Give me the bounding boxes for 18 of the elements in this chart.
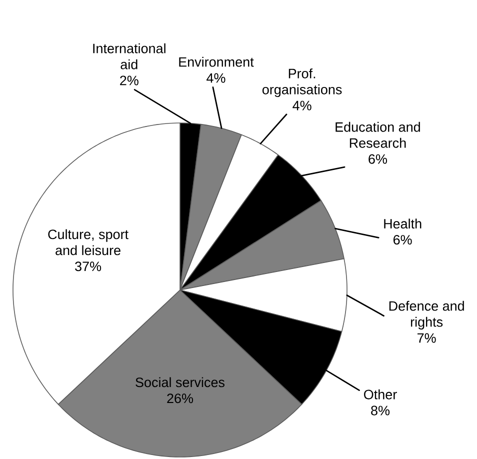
slice-label: Education and Research xyxy=(336,122,420,148)
data-label: 8% xyxy=(371,406,390,416)
data-label: 4% xyxy=(206,73,226,83)
data-label: 4% xyxy=(292,100,312,110)
data-label: 7% xyxy=(418,333,436,343)
slice-label: Culture, sport and leisure xyxy=(48,229,128,256)
slice-label: Social services xyxy=(136,377,224,388)
data-label: 37% xyxy=(75,262,102,272)
slice-label: Other xyxy=(364,389,397,400)
slice-label: International aid xyxy=(93,43,166,70)
slice-label: Environment xyxy=(179,56,254,67)
slice-label: Defence and rights xyxy=(389,300,464,330)
slice-label: Health xyxy=(384,218,422,229)
data-label: 26% xyxy=(167,394,194,404)
data-label: 6% xyxy=(368,154,387,164)
data-label: 2% xyxy=(120,76,138,86)
data-label: 6% xyxy=(394,235,412,245)
slice-label: Prof. organisations xyxy=(262,68,342,98)
